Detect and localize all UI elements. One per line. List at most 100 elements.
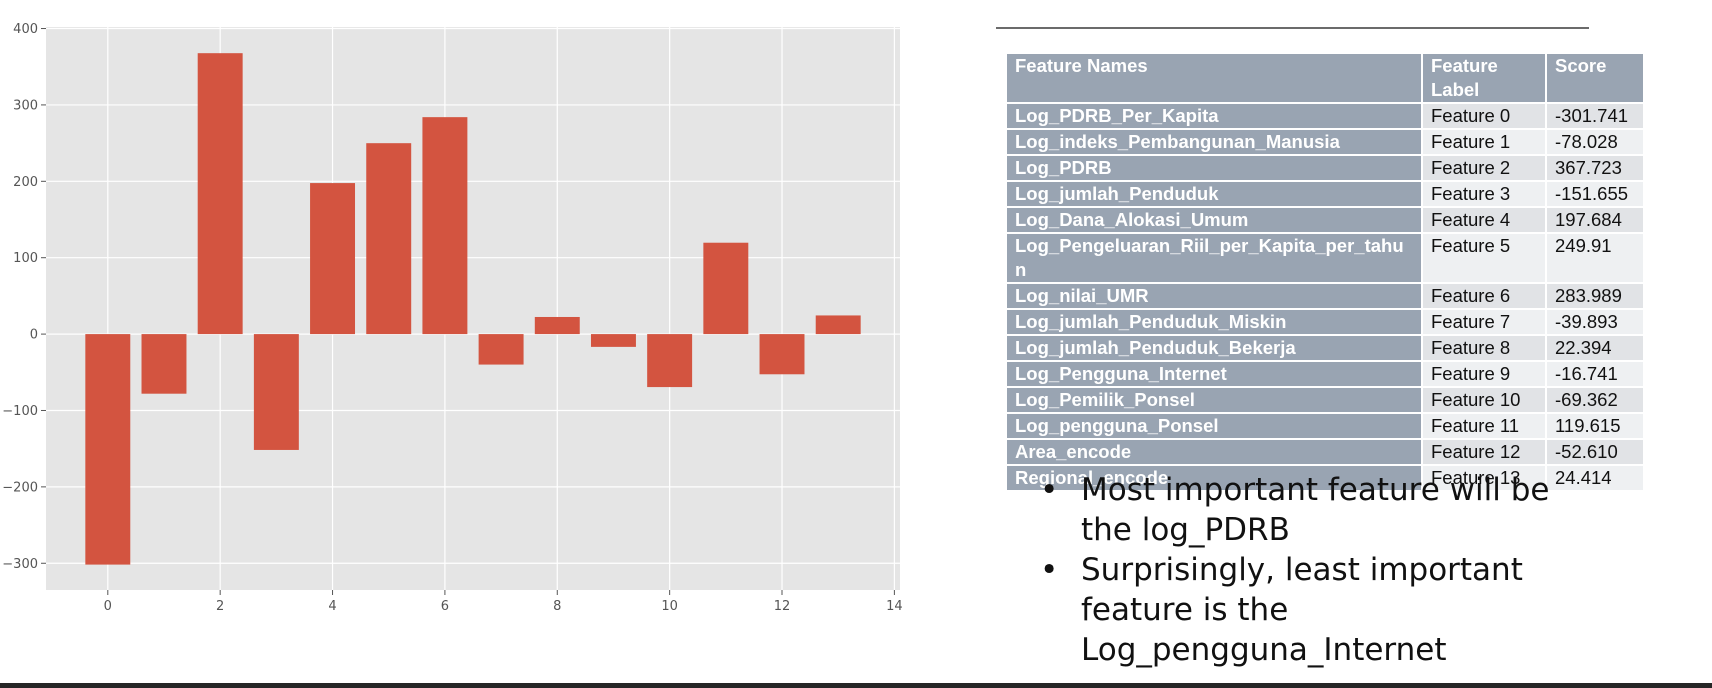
table-row: Log_pengguna_Ponsel Feature 11 119.615 bbox=[1007, 414, 1643, 438]
score-cell: -78.028 bbox=[1547, 130, 1643, 154]
score-cell: 283.989 bbox=[1547, 284, 1643, 308]
feature-label-cell: Feature 10 bbox=[1423, 388, 1545, 412]
x-tick-label: 14 bbox=[886, 599, 903, 614]
note-item: • Most important feature will be the log_… bbox=[1040, 470, 1560, 550]
bar bbox=[85, 334, 131, 565]
note-item: • Surprisingly, least important feature i… bbox=[1040, 550, 1560, 670]
header-feature-names: Feature Names bbox=[1007, 54, 1421, 102]
feature-label-cell: Feature 0 bbox=[1423, 104, 1545, 128]
feature-score-table: Feature Names Feature Label Score Log_PD… bbox=[1005, 52, 1645, 492]
feature-label-cell: Feature 13 bbox=[1423, 466, 1545, 490]
bar bbox=[815, 315, 861, 335]
y-tick-label: −200 bbox=[2, 480, 38, 495]
table-row: Log_Pemilik_Ponsel Feature 10 -69.362 bbox=[1007, 388, 1643, 412]
bar bbox=[703, 242, 749, 335]
feature-label-cell: Feature 8 bbox=[1423, 336, 1545, 360]
bar bbox=[197, 53, 243, 335]
bar bbox=[478, 334, 524, 365]
bars bbox=[85, 53, 861, 565]
bar bbox=[253, 334, 299, 450]
bar bbox=[759, 334, 805, 375]
score-cell: -151.655 bbox=[1547, 182, 1643, 206]
y-tick-label: −100 bbox=[2, 404, 38, 419]
feature-label-cell: Feature 12 bbox=[1423, 440, 1545, 464]
table-row: Log_jumlah_Penduduk Feature 3 -151.655 bbox=[1007, 182, 1643, 206]
table-row: Log_Pengguna_Internet Feature 9 -16.741 bbox=[1007, 362, 1643, 386]
bar bbox=[590, 334, 636, 347]
bar bbox=[647, 334, 693, 388]
table-row: Area_encode Feature 12 -52.610 bbox=[1007, 440, 1643, 464]
feature-name-cell: Log_PDRB bbox=[1007, 156, 1421, 180]
feature-label-cell: Feature 5 bbox=[1423, 234, 1545, 282]
table-row: Log_jumlah_Penduduk_Bekerja Feature 8 22.3… bbox=[1007, 336, 1643, 360]
feature-score-bar-chart: 0 2 4 6 8 10 12 14 −300 −200 −100 0 100 200 300 400 bbox=[2, 22, 903, 614]
score-cell: -39.893 bbox=[1547, 310, 1643, 334]
table-row: Log_Pengeluaran_Riil_per_Kapita_per_tahu… bbox=[1007, 234, 1643, 282]
note-text: Most important feature will be the log_P… bbox=[1081, 472, 1550, 548]
table-row: Log_Dana_Alokasi_Umum Feature 4 197.684 bbox=[1007, 208, 1643, 232]
feature-label-cell: Feature 1 bbox=[1423, 130, 1545, 154]
feature-name-cell: Log_Dana_Alokasi_Umum bbox=[1007, 208, 1421, 232]
feature-name-cell: Log_Pengeluaran_Riil_per_Kapita_per_tahu… bbox=[1007, 234, 1421, 282]
table-row: Log_indeks_Pembangunan_Manusia Feature 1-… bbox=[1007, 130, 1643, 154]
feature-label-cell: Feature 6 bbox=[1423, 284, 1545, 308]
feature-label-cell: Feature 3 bbox=[1423, 182, 1545, 206]
y-tick-label: 0 bbox=[30, 328, 38, 343]
feature-name-cell: Log_indeks_Pembangunan_Manusia bbox=[1007, 130, 1421, 154]
bar bbox=[141, 334, 187, 394]
score-cell: 119.615 bbox=[1547, 414, 1643, 438]
x-tick-label: 6 bbox=[441, 599, 449, 614]
note-text: Surprisingly, least important feature is… bbox=[1081, 552, 1523, 668]
table-row: Log_PDRB_Per_Kapita Feature 0 -301.741 bbox=[1007, 104, 1643, 128]
table-header-row: Feature Names Feature Label Score bbox=[1007, 54, 1643, 102]
score-cell: -52.610 bbox=[1547, 440, 1643, 464]
bar bbox=[422, 117, 468, 335]
feature-name-cell: Log_jumlah_Penduduk_Miskin bbox=[1007, 310, 1421, 334]
y-tick-label: 300 bbox=[13, 98, 38, 113]
table-row: Log_PDRB Feature 2 367.723 bbox=[1007, 156, 1643, 180]
y-axis-ticks: −300 −200 −100 0 100 200 300 400 bbox=[2, 22, 46, 572]
header-feature-label: Feature Label bbox=[1423, 54, 1545, 102]
x-tick-label: 0 bbox=[104, 599, 112, 614]
score-cell: 249.91 bbox=[1547, 234, 1643, 282]
x-tick-label: 8 bbox=[553, 599, 561, 614]
gridlines bbox=[46, 27, 900, 590]
bottom-bar bbox=[0, 683, 1712, 688]
notes-list: • Most important feature will be the log_… bbox=[1040, 470, 1560, 670]
x-tick-label: 2 bbox=[216, 599, 224, 614]
y-tick-label: 100 bbox=[13, 251, 38, 266]
feature-name-cell: Log_Pemilik_Ponsel bbox=[1007, 388, 1421, 412]
feature-name-cell: Log_pengguna_Ponsel bbox=[1007, 414, 1421, 438]
feature-name-cell: Log_jumlah_Penduduk_Bekerja bbox=[1007, 336, 1421, 360]
feature-label-cell: Feature 4 bbox=[1423, 208, 1545, 232]
y-tick-label: 400 bbox=[13, 22, 38, 37]
header-score: Score bbox=[1547, 54, 1643, 102]
score-cell: -16.741 bbox=[1547, 362, 1643, 386]
feature-name-cell: Regional_encode bbox=[1007, 466, 1421, 490]
score-cell: 367.723 bbox=[1547, 156, 1643, 180]
feature-name-cell: Log_Pengguna_Internet bbox=[1007, 362, 1421, 386]
y-tick-label: −300 bbox=[2, 557, 38, 572]
feature-label-cell: Feature 9 bbox=[1423, 362, 1545, 386]
bar bbox=[366, 143, 412, 335]
table-row: Regional_encode Feature 13 24.414 bbox=[1007, 466, 1643, 490]
x-axis-ticks: 0 2 4 6 8 10 12 14 bbox=[104, 590, 903, 614]
feature-label-cell: Feature 11 bbox=[1423, 414, 1545, 438]
x-tick-label: 4 bbox=[328, 599, 336, 614]
bullet-icon: • bbox=[1040, 552, 1059, 588]
score-cell: -69.362 bbox=[1547, 388, 1643, 412]
y-tick-label: 200 bbox=[13, 175, 38, 190]
score-cell: -301.741 bbox=[1547, 104, 1643, 128]
score-cell: 24.414 bbox=[1547, 466, 1643, 490]
x-tick-label: 10 bbox=[661, 599, 678, 614]
feature-name-cell: Log_PDRB_Per_Kapita bbox=[1007, 104, 1421, 128]
table-row: Log_jumlah_Penduduk_Miskin Feature 7 -39.8… bbox=[1007, 310, 1643, 334]
divider-line bbox=[996, 27, 1589, 29]
feature-label-cell: Feature 7 bbox=[1423, 310, 1545, 334]
score-cell: 197.684 bbox=[1547, 208, 1643, 232]
table-row: Log_nilai_UMR Feature 6 283.989 bbox=[1007, 284, 1643, 308]
plot-area bbox=[46, 27, 900, 590]
feature-name-cell: Area_encode bbox=[1007, 440, 1421, 464]
feature-name-cell: Log_jumlah_Penduduk bbox=[1007, 182, 1421, 206]
score-cell: 22.394 bbox=[1547, 336, 1643, 360]
